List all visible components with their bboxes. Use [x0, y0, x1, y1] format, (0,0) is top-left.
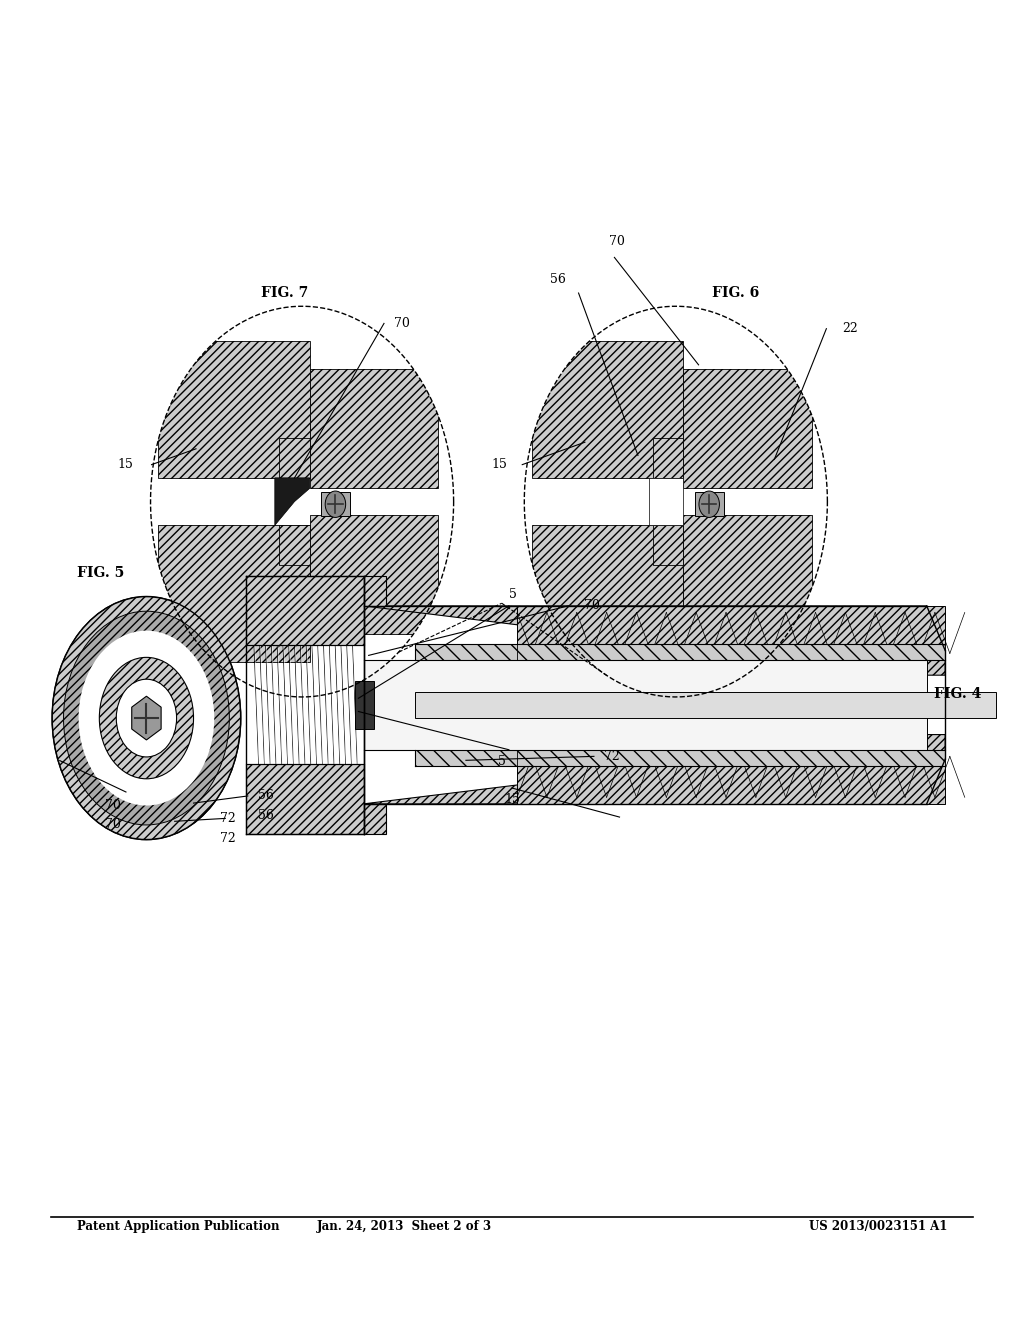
Text: 5: 5: [498, 755, 506, 768]
Polygon shape: [246, 764, 364, 834]
Polygon shape: [683, 515, 812, 635]
Polygon shape: [364, 734, 945, 804]
Bar: [415, 692, 996, 718]
Polygon shape: [531, 525, 683, 661]
Polygon shape: [415, 750, 945, 766]
Polygon shape: [158, 342, 309, 478]
Polygon shape: [517, 750, 945, 804]
Text: 70: 70: [584, 599, 600, 612]
Polygon shape: [246, 576, 364, 645]
Text: FIG. 4: FIG. 4: [934, 688, 981, 701]
Bar: [364, 660, 927, 750]
Circle shape: [99, 657, 194, 779]
Text: 56: 56: [258, 809, 274, 822]
Text: US 2013/0023151 A1: US 2013/0023151 A1: [809, 1220, 947, 1233]
Circle shape: [79, 631, 214, 805]
Polygon shape: [364, 804, 386, 834]
Polygon shape: [280, 525, 309, 565]
Text: 72: 72: [220, 812, 236, 825]
Polygon shape: [653, 438, 683, 478]
Circle shape: [88, 643, 205, 793]
Text: 70: 70: [394, 317, 411, 330]
Text: 15: 15: [504, 793, 520, 807]
Polygon shape: [309, 515, 438, 635]
Text: FIG. 7: FIG. 7: [261, 286, 308, 300]
Polygon shape: [274, 478, 309, 525]
Circle shape: [326, 491, 346, 517]
Text: 56: 56: [258, 789, 274, 803]
Polygon shape: [364, 606, 945, 675]
Polygon shape: [132, 696, 161, 741]
Text: Jan. 24, 2013  Sheet 2 of 3: Jan. 24, 2013 Sheet 2 of 3: [316, 1220, 493, 1233]
Text: 15: 15: [117, 458, 133, 471]
Polygon shape: [517, 750, 945, 766]
Polygon shape: [517, 606, 945, 660]
Polygon shape: [415, 644, 945, 660]
Text: 70: 70: [104, 799, 121, 812]
Circle shape: [699, 491, 720, 517]
Text: 72: 72: [220, 832, 236, 845]
Polygon shape: [158, 525, 309, 661]
Polygon shape: [517, 644, 945, 660]
Bar: [355, 681, 374, 729]
Circle shape: [52, 597, 241, 840]
Circle shape: [524, 306, 827, 697]
Text: FIG. 6: FIG. 6: [712, 286, 759, 300]
Circle shape: [52, 597, 241, 840]
Polygon shape: [653, 525, 683, 565]
Text: FIG. 5: FIG. 5: [77, 566, 124, 579]
Polygon shape: [531, 342, 683, 478]
Circle shape: [151, 306, 454, 697]
Bar: [695, 492, 724, 516]
Text: 56: 56: [550, 273, 566, 286]
Text: Patent Application Publication: Patent Application Publication: [77, 1220, 280, 1233]
Text: 5: 5: [509, 587, 517, 601]
Text: 15: 15: [490, 458, 507, 471]
Text: 22: 22: [842, 322, 857, 335]
Text: 70: 70: [609, 235, 626, 248]
Text: 72: 72: [604, 750, 620, 763]
Circle shape: [63, 611, 229, 825]
Polygon shape: [280, 438, 309, 478]
Polygon shape: [683, 368, 812, 488]
Polygon shape: [364, 576, 386, 606]
Text: 70: 70: [104, 818, 121, 832]
Polygon shape: [309, 368, 438, 488]
Bar: [322, 492, 350, 516]
Circle shape: [117, 680, 176, 756]
Circle shape: [151, 306, 454, 697]
Bar: [648, 478, 683, 525]
